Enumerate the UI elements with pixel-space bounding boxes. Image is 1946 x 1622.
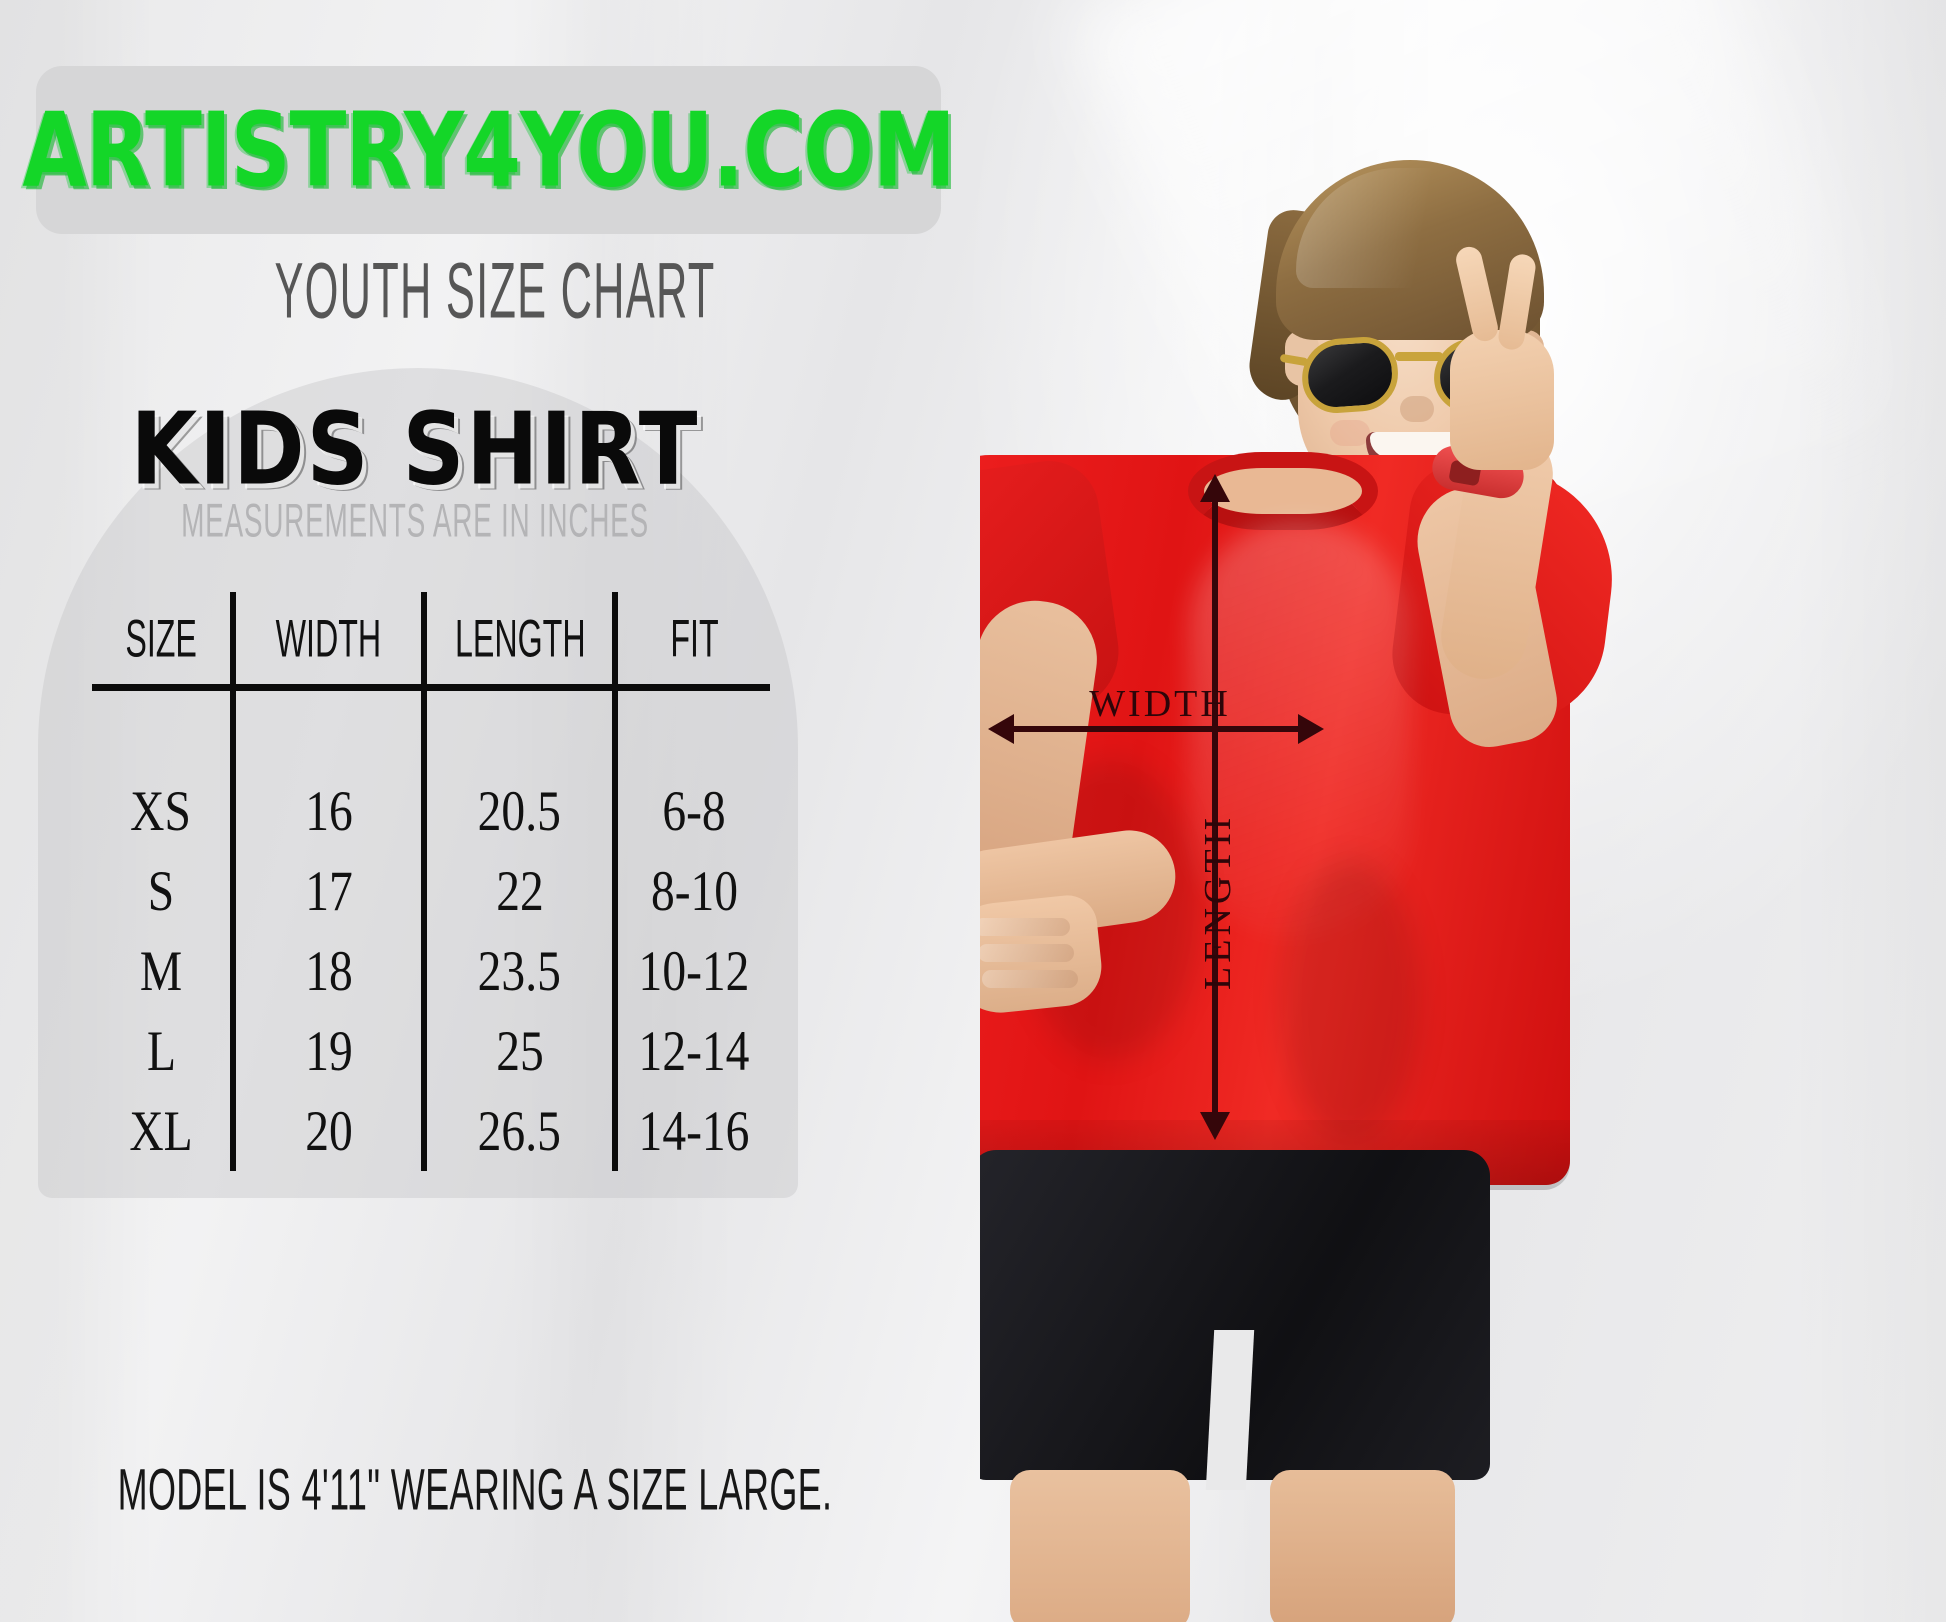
- size-table-body: XS 16 20.5 6-8 S 17 22 8-10 M 18 23.5 10…: [92, 687, 770, 1171]
- cell-size-value: S: [147, 859, 175, 923]
- cell-fit-value: 8-10: [650, 859, 738, 923]
- cell-length: 25: [421, 1011, 615, 1091]
- cell-size-value: L: [146, 1019, 176, 1083]
- cell-length: 20.5: [421, 771, 615, 851]
- table-row: XL 20 26.5 14-16: [92, 1091, 770, 1171]
- brand-logo-text: ARTISTRY4YOU.COM: [22, 90, 955, 210]
- size-table: SIZE WIDTH LENGTH FIT XS 16 20.5 6-8 S 1…: [92, 592, 770, 1171]
- cell-width: 16: [230, 771, 424, 851]
- cell-length-value: 22: [495, 859, 544, 923]
- cheek: [1330, 420, 1370, 446]
- finger: [980, 918, 1070, 936]
- table-row: XS 16 20.5 6-8: [92, 771, 770, 851]
- tshirt-fold: [1280, 860, 1420, 1140]
- width-arrow-right-icon: [1298, 714, 1324, 744]
- column-header-fit-label: FIT: [669, 608, 719, 668]
- spacer-cell: [421, 687, 615, 771]
- size-table-wrapper: SIZE WIDTH LENGTH FIT XS 16 20.5 6-8 S 1…: [92, 592, 770, 1171]
- shorts-leg-gap: [1205, 1330, 1255, 1490]
- page-title: YOUTH SIZE CHART: [274, 247, 716, 335]
- length-measure-line: [1212, 500, 1218, 1130]
- cell-width-value: 18: [304, 939, 353, 1003]
- column-header-fit: FIT: [612, 592, 770, 688]
- cell-fit: 12-14: [612, 1011, 770, 1091]
- spacer-cell: [612, 687, 770, 771]
- cell-width: 19: [230, 1011, 424, 1091]
- cell-fit-value: 14-16: [638, 1099, 750, 1163]
- cell-size-value: M: [139, 939, 183, 1003]
- cell-length: 23.5: [421, 931, 615, 1011]
- cell-width: 20: [230, 1091, 424, 1171]
- cell-length: 26.5: [421, 1091, 615, 1171]
- sunglasses-bridge: [1395, 352, 1443, 361]
- cell-width-value: 19: [304, 1019, 353, 1083]
- column-header-length-label: LENGTH: [454, 608, 586, 668]
- brand-logo-bar: ARTISTRY4YOU.COM: [22, 66, 956, 234]
- cell-fit-value: 12-14: [638, 1019, 750, 1083]
- table-spacer-row: [92, 687, 770, 772]
- length-measure-label: LENGTH: [1197, 814, 1239, 990]
- cell-fit-value: 6-8: [662, 779, 726, 843]
- table-row: S 17 22 8-10: [92, 851, 770, 931]
- cell-width: 18: [230, 931, 424, 1011]
- table-row: L 19 25 12-14: [92, 1011, 770, 1091]
- column-header-width: WIDTH: [230, 592, 424, 688]
- cell-width: 17: [230, 851, 424, 931]
- table-header-row: SIZE WIDTH LENGTH FIT: [92, 592, 770, 688]
- cell-length-value: 20.5: [477, 779, 562, 843]
- chart-heading: KIDS SHIRT: [130, 392, 700, 508]
- cell-length-value: 23.5: [477, 939, 562, 1003]
- cell-length: 22: [421, 851, 615, 931]
- cell-size: L: [92, 1011, 233, 1091]
- cell-size: XL: [92, 1091, 233, 1171]
- finger: [980, 944, 1074, 962]
- cell-size: S: [92, 851, 233, 931]
- model-note: MODEL IS 4'11" WEARING A SIZE LARGE.: [117, 1457, 833, 1523]
- nose: [1400, 396, 1434, 422]
- width-measure-line: [996, 726, 1314, 732]
- length-arrow-top-icon: [1200, 474, 1230, 502]
- column-header-length: LENGTH: [421, 592, 615, 688]
- size-table-head: SIZE WIDTH LENGTH FIT: [92, 592, 770, 688]
- table-row: M 18 23.5 10-12: [92, 931, 770, 1011]
- cell-length-value: 25: [495, 1019, 544, 1083]
- length-arrow-bottom-icon: [1200, 1112, 1230, 1140]
- cell-fit: 14-16: [612, 1091, 770, 1171]
- width-arrow-left-icon: [988, 714, 1014, 744]
- cell-fit: 8-10: [612, 851, 770, 931]
- cell-width-value: 16: [304, 779, 353, 843]
- cell-size: XS: [92, 771, 233, 851]
- cell-fit: 6-8: [612, 771, 770, 851]
- column-header-size-label: SIZE: [125, 608, 197, 668]
- finger: [982, 970, 1078, 988]
- cell-size-value: XS: [130, 779, 192, 843]
- cell-size: M: [92, 931, 233, 1011]
- cell-length-value: 26.5: [477, 1099, 562, 1163]
- hand-peace-sign: [1450, 330, 1554, 470]
- spacer-cell: [92, 688, 233, 772]
- cell-fit-value: 10-12: [638, 939, 750, 1003]
- chart-subheading: MEASUREMENTS ARE IN INCHES: [181, 495, 649, 547]
- cell-fit: 10-12: [612, 931, 770, 1011]
- leg-left: [1010, 1470, 1190, 1622]
- width-measure-label: WIDTH: [1089, 683, 1231, 725]
- spacer-cell: [230, 687, 424, 771]
- column-header-size: SIZE: [92, 592, 233, 688]
- model-photo: LENGTH WIDTH: [980, 0, 1946, 1622]
- column-header-width-label: WIDTH: [275, 608, 382, 668]
- cell-width-value: 17: [304, 859, 353, 923]
- cell-size-value: XL: [129, 1099, 193, 1163]
- cell-width-value: 20: [304, 1099, 353, 1163]
- leg-right: [1270, 1470, 1455, 1622]
